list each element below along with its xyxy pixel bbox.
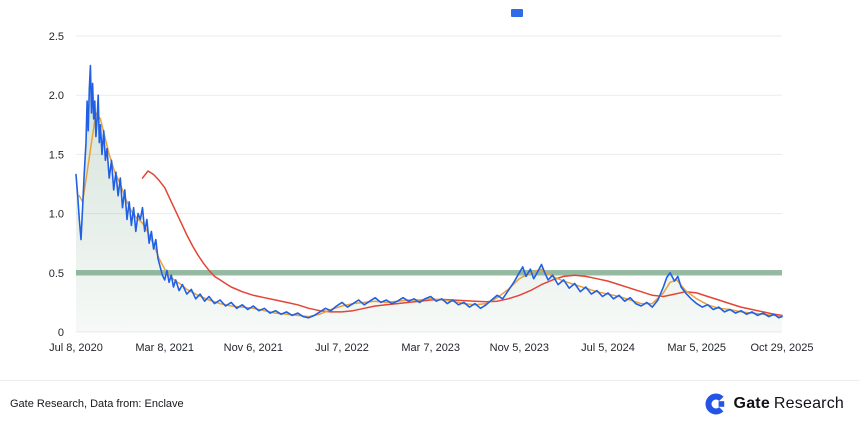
x-axis-tick-label: Mar 8, 2021 xyxy=(135,342,194,354)
x-axis-tick-label: Oct 29, 2025 xyxy=(751,342,814,354)
area-fill xyxy=(76,65,782,332)
y-axis-tick-label: 2.0 xyxy=(49,90,64,102)
metric-line xyxy=(75,64,783,319)
footer: Gate Research, Data from: Enclave Gate Re… xyxy=(0,380,860,426)
long-moving-average-line xyxy=(141,170,783,317)
y-axis-tick-label: 2.5 xyxy=(49,31,64,43)
brand-name-bold: Gate xyxy=(733,394,770,412)
brand-logo: Gate Research xyxy=(705,393,844,415)
y-axis-tick-label: 0 xyxy=(58,327,64,339)
x-axis-tick-label: Nov 5, 2023 xyxy=(490,342,549,354)
x-axis-tick-label: Jul 8, 2020 xyxy=(49,342,103,354)
x-axis-tick-label: Jul 5, 2024 xyxy=(581,342,635,354)
brand-name-regular: Research xyxy=(773,394,844,412)
stray-blue-marker xyxy=(511,9,523,17)
line-chart-canvas: 0 0.5 1.0 1.5 2.0 2.5 Jul 8, 2020 Mar 8, 2021 No… xyxy=(49,31,814,354)
y-axis-tick-label: 0.5 xyxy=(49,268,64,280)
gate-logo-icon xyxy=(705,393,727,414)
x-axis-tick-label: Nov 6, 2021 xyxy=(224,342,283,354)
x-axis-tick-label: Jul 7, 2022 xyxy=(315,342,369,354)
short-moving-average-line xyxy=(78,112,783,318)
x-axis-tick-label: Mar 5, 2025 xyxy=(667,342,726,354)
y-axis-tick-label: 1.0 xyxy=(49,209,64,221)
x-axis-tick-label: Mar 7, 2023 xyxy=(401,342,460,354)
brand-wordmark: Gate Research xyxy=(734,395,844,413)
data-source-text: Gate Research, Data from: Enclave xyxy=(10,397,184,410)
y-axis-tick-label: 1.5 xyxy=(49,149,64,161)
